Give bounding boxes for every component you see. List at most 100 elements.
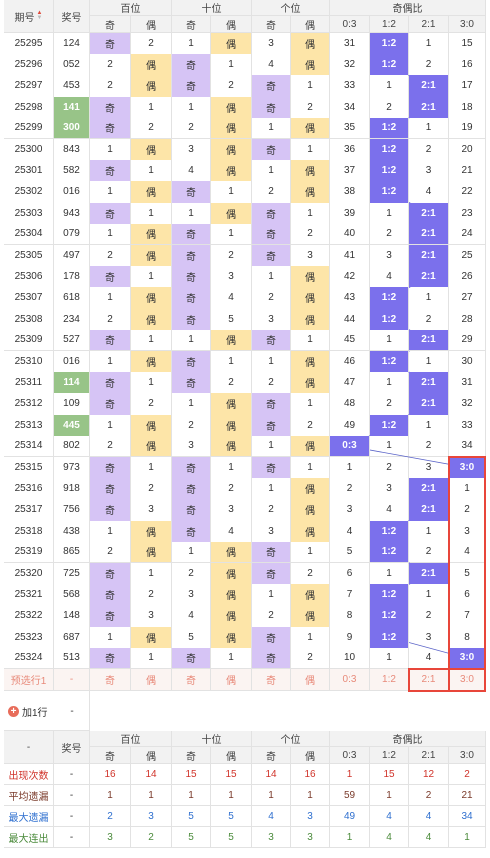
predict-cell[interactable]: 奇	[172, 669, 211, 691]
ratio-miss: 28	[449, 308, 486, 330]
stats-value: 59	[330, 785, 370, 806]
odd-mark: 奇	[90, 499, 131, 521]
award-cell: 513	[54, 647, 90, 669]
ratio-hit: 1:2	[370, 414, 409, 436]
ratio-hit: 2:1	[409, 96, 449, 118]
trend-chart: 期号 ▲ ▼ 奖号 百位 十位 个位 奇偶比奇偶奇偶奇偶 0:3 1:2 2:1 3:0 25295 12…	[4, 0, 486, 858]
sub-header-9: 3:0	[449, 16, 486, 33]
miss-count: 1	[252, 478, 291, 500]
stats-value: 1	[370, 785, 409, 806]
ratio-miss: 34	[449, 435, 486, 457]
miss-count: 3	[291, 245, 330, 267]
stats-value: 15	[370, 764, 409, 785]
even-mark: 偶	[291, 605, 330, 627]
even-mark: 偶	[291, 584, 330, 606]
award-cell: 802	[54, 435, 90, 457]
ratio-miss: 49	[330, 414, 370, 436]
ratio-miss: 1	[330, 457, 370, 479]
miss-count: 1	[291, 329, 330, 351]
odd-mark: 奇	[172, 287, 211, 309]
predict-cell[interactable]: 奇	[252, 669, 291, 691]
stats-value: 14	[252, 764, 291, 785]
even-mark: 偶	[291, 478, 330, 500]
ratio-miss: 10	[330, 647, 370, 669]
stats-sub-header-3: 偶	[211, 747, 252, 764]
miss-count: 1	[131, 202, 172, 224]
stats-value: 16	[291, 764, 330, 785]
stats-value: 1	[252, 785, 291, 806]
miss-count: 1	[131, 329, 172, 351]
ratio-miss: 39	[330, 202, 370, 224]
period-cell: 25295	[4, 33, 54, 55]
odd-mark: 奇	[172, 499, 211, 521]
predict-cell[interactable]: 偶	[131, 669, 172, 691]
sub-header-4: 奇	[252, 16, 291, 33]
period-cell: 25309	[4, 329, 54, 351]
even-mark: 偶	[291, 435, 330, 457]
predict-cell[interactable]: 奇	[90, 669, 131, 691]
sub-header-2: 奇	[172, 16, 211, 33]
stats-value: 1	[291, 785, 330, 806]
add-row-area	[4, 691, 90, 731]
ratio-hit: 1:2	[370, 584, 409, 606]
even-mark: 偶	[211, 139, 252, 161]
stats-sub-header-7: 1:2	[370, 747, 409, 764]
predict-row-label: 预选行1	[4, 669, 54, 691]
even-mark: 偶	[211, 584, 252, 606]
even-mark: 偶	[211, 202, 252, 224]
ratio-miss: 4	[370, 499, 409, 521]
award-cell: 109	[54, 393, 90, 415]
period-cell: 25311	[4, 372, 54, 394]
ratio-hit: 2:1	[409, 499, 449, 521]
period-cell: 25310	[4, 351, 54, 373]
stats-value: 3	[90, 827, 131, 848]
predict-cell[interactable]: 偶	[291, 669, 330, 691]
ratio-hit: 1:2	[370, 181, 409, 203]
odd-mark: 奇	[90, 117, 131, 139]
ratio-miss: 31	[449, 372, 486, 394]
period-cell: 25323	[4, 626, 54, 648]
ratio-miss: 27	[449, 287, 486, 309]
ratio-hit: 1:2	[370, 541, 409, 563]
ratio-hit: 2:1	[409, 223, 449, 245]
period-cell: 25304	[4, 223, 54, 245]
predict-cell[interactable]: 1:2	[370, 669, 409, 691]
ratio-miss: 2	[409, 139, 449, 161]
stats-value: 1	[211, 785, 252, 806]
ratio-miss: 1	[409, 520, 449, 542]
stats-label: 平均遗漏	[4, 785, 54, 806]
predict-cell[interactable]: 偶	[211, 669, 252, 691]
odd-mark: 奇	[90, 563, 131, 585]
odd-mark: 奇	[252, 393, 291, 415]
ratio-miss: 2	[409, 605, 449, 627]
stats-value: 5	[172, 806, 211, 827]
ratio-miss: 5	[330, 541, 370, 563]
ratio-miss: 1	[409, 33, 449, 55]
award-cell: 438	[54, 520, 90, 542]
miss-count: 1	[90, 139, 131, 161]
miss-count: 1	[211, 647, 252, 669]
odd-mark: 奇	[90, 96, 131, 118]
miss-count: 1	[90, 626, 131, 648]
miss-count: 2	[90, 75, 131, 97]
miss-count: 3	[252, 520, 291, 542]
sort-icon[interactable]: ▲ ▼	[36, 10, 43, 21]
ratio-miss: 2	[330, 478, 370, 500]
miss-count: 2	[90, 54, 131, 76]
period-cell: 25300	[4, 139, 54, 161]
predict-cell[interactable]: 0:3	[330, 669, 370, 691]
miss-count: 1	[90, 223, 131, 245]
miss-count: 2	[252, 499, 291, 521]
miss-count: 3	[131, 605, 172, 627]
ratio-miss: 24	[449, 223, 486, 245]
stats-value: 3	[252, 827, 291, 848]
ratio-miss: 1	[409, 287, 449, 309]
miss-count: 2	[211, 372, 252, 394]
period-header[interactable]: 期号 ▲ ▼	[4, 0, 54, 33]
miss-count: 1	[131, 563, 172, 585]
ratio-miss: 1	[409, 584, 449, 606]
add-row-button[interactable]: + 加1行	[8, 691, 54, 731]
miss-count: 1	[252, 117, 291, 139]
odd-mark: 奇	[252, 139, 291, 161]
period-cell: 25305	[4, 245, 54, 267]
